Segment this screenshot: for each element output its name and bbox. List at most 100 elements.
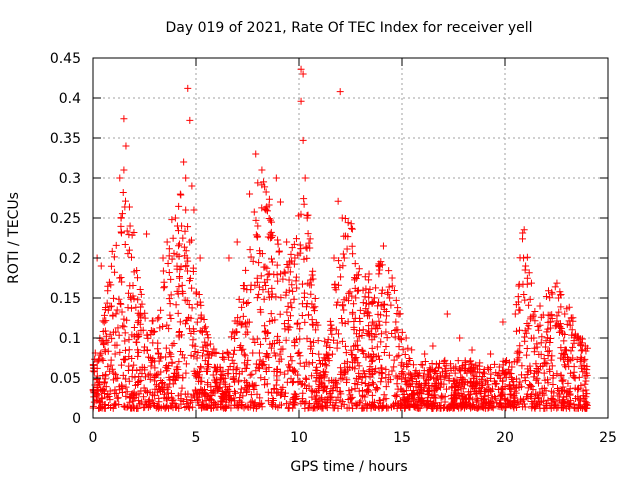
data-point <box>197 301 205 309</box>
data-point <box>358 332 366 340</box>
data-point <box>380 349 388 357</box>
data-point <box>285 361 293 369</box>
data-point <box>266 216 274 224</box>
data-point <box>165 295 173 303</box>
data-point <box>226 362 234 370</box>
data-point <box>284 263 292 271</box>
data-point <box>392 318 400 326</box>
data-point <box>125 377 133 385</box>
data-point <box>233 364 241 372</box>
data-point <box>232 365 240 373</box>
data-point <box>124 250 132 258</box>
data-point <box>535 401 543 409</box>
data-point <box>328 350 336 358</box>
data-point <box>523 320 531 328</box>
data-point <box>486 387 494 395</box>
data-point <box>286 257 294 265</box>
data-point <box>108 247 116 255</box>
data-point <box>354 286 362 294</box>
y-tick-label: 0.25 <box>50 211 81 227</box>
data-point <box>519 229 527 237</box>
data-point <box>579 368 587 376</box>
data-point <box>533 365 541 373</box>
data-point <box>533 340 541 348</box>
data-point <box>231 317 239 325</box>
data-point <box>163 362 171 370</box>
data-point <box>264 388 272 396</box>
data-point <box>116 348 124 356</box>
data-point <box>166 380 174 388</box>
data-point <box>124 304 132 312</box>
data-point <box>162 344 170 352</box>
data-point <box>373 343 381 351</box>
data-point <box>186 116 194 124</box>
data-point <box>299 70 307 78</box>
data-point <box>563 388 571 396</box>
data-point <box>523 280 531 288</box>
data-point <box>303 254 311 262</box>
data-point <box>326 389 334 397</box>
data-point <box>534 400 542 408</box>
data-point <box>572 395 580 403</box>
data-point <box>265 293 273 301</box>
data-point <box>123 227 131 235</box>
data-point <box>237 385 245 393</box>
data-point <box>120 355 128 363</box>
data-point <box>429 400 437 408</box>
data-point <box>430 374 438 382</box>
data-point <box>566 321 574 329</box>
data-point <box>193 300 201 308</box>
data-point <box>166 311 174 319</box>
data-point <box>223 348 231 356</box>
data-point <box>294 251 302 259</box>
data-point <box>550 389 558 397</box>
data-point <box>544 379 552 387</box>
data-point <box>544 325 552 333</box>
data-point <box>302 375 310 383</box>
data-point <box>539 311 547 319</box>
data-point <box>263 264 271 272</box>
data-point <box>508 363 516 371</box>
data-point <box>165 252 173 260</box>
data-point <box>107 262 115 270</box>
data-point <box>528 397 536 405</box>
data-point <box>186 398 194 406</box>
data-point <box>298 395 306 403</box>
data-point <box>307 342 315 350</box>
data-point <box>355 265 363 273</box>
data-point <box>531 317 539 325</box>
data-point <box>368 298 376 306</box>
data-point <box>580 394 588 402</box>
data-point <box>122 392 130 400</box>
data-point <box>395 351 403 359</box>
data-point <box>317 378 325 386</box>
data-point <box>296 378 304 386</box>
data-point <box>300 293 308 301</box>
data-point <box>543 360 551 368</box>
data-point <box>377 378 385 386</box>
data-point <box>581 355 589 363</box>
data-point <box>136 310 144 318</box>
data-point <box>347 350 355 358</box>
data-point <box>197 385 205 393</box>
data-point <box>582 347 590 355</box>
data-point <box>185 325 193 333</box>
data-point <box>309 267 317 275</box>
data-point <box>340 400 348 408</box>
data-point <box>176 265 184 273</box>
data-point <box>247 253 255 261</box>
data-point <box>392 399 400 407</box>
data-point <box>355 362 363 370</box>
data-point <box>437 375 445 383</box>
data-point <box>175 242 183 250</box>
data-point <box>305 311 313 319</box>
data-point <box>133 267 141 275</box>
data-point <box>369 380 377 388</box>
data-point <box>520 226 528 234</box>
data-point <box>405 355 413 363</box>
data-point <box>151 372 159 380</box>
data-point <box>329 401 337 409</box>
data-point <box>354 345 362 353</box>
data-point <box>404 382 412 390</box>
